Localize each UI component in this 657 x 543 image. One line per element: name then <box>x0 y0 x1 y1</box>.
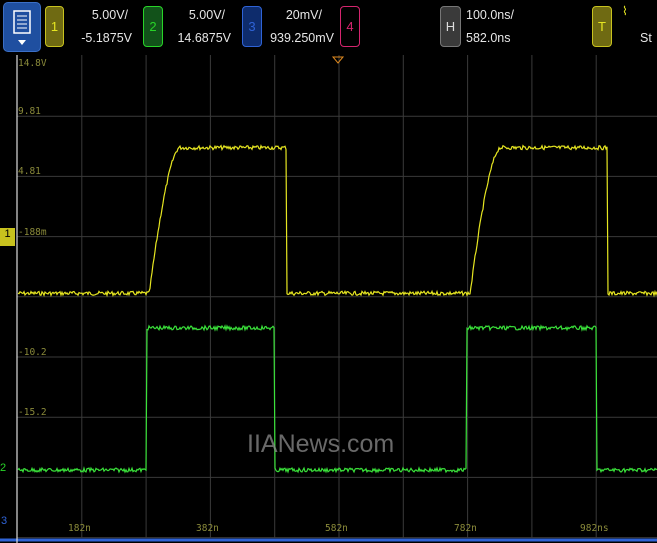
ch3-scale: 20mV/ <box>285 8 322 22</box>
list-menu-icon <box>13 10 31 45</box>
y-label: -10.2 <box>18 347 47 358</box>
y-label: -15.2 <box>18 407 47 418</box>
channel-1-button[interactable]: 1 <box>45 6 64 47</box>
ch2-scale: 5.00V/ <box>188 8 225 22</box>
ch1-offset: -5.1875V <box>81 31 132 45</box>
ch2-offset: 14.6875V <box>177 31 231 45</box>
y-label: 9.81 <box>18 106 41 117</box>
menu-button[interactable] <box>3 2 41 52</box>
channel-3-ground-marker[interactable]: 3 <box>1 515 8 527</box>
x-label: 182n <box>68 523 91 534</box>
ch3-offset: 939.250mV <box>270 31 334 45</box>
channel-2-ground-marker[interactable]: 2 <box>0 462 7 474</box>
x-label: 382n <box>196 523 219 534</box>
watermark: IIANews.com <box>247 430 395 458</box>
channel-2-trace <box>17 323 657 474</box>
y-label: -188m <box>18 227 47 238</box>
run-status: St <box>640 31 652 45</box>
toolbar: 1 5.00V/ -5.1875V 2 5.00V/ 14.6875V 3 20… <box>0 0 657 55</box>
trigger-position-marker <box>331 56 345 64</box>
waveform-display <box>0 55 657 543</box>
trigger-button[interactable]: T <box>592 6 612 47</box>
channel-1-ground-marker[interactable]: 1 <box>0 228 15 246</box>
channel-2-button[interactable]: 2 <box>143 6 163 47</box>
horizontal-button[interactable]: H <box>440 6 461 47</box>
channel-3-button[interactable]: 3 <box>242 6 262 47</box>
x-label: 982ns <box>580 523 609 534</box>
channel-1-trace <box>17 144 657 298</box>
x-label: 782n <box>454 523 477 534</box>
x-label: 582n <box>325 523 348 534</box>
graticule <box>17 55 657 539</box>
falling-edge-icon: ⌇ <box>622 4 628 18</box>
horizontal-position: 582.0ns <box>466 31 511 45</box>
time-per-div: 100.0ns/ <box>466 8 514 22</box>
y-label: 4.81 <box>18 166 41 177</box>
channel-4-button[interactable]: 4 <box>340 6 360 47</box>
y-label: 14.8V <box>18 58 47 69</box>
ch1-scale: 5.00V/ <box>91 8 128 22</box>
